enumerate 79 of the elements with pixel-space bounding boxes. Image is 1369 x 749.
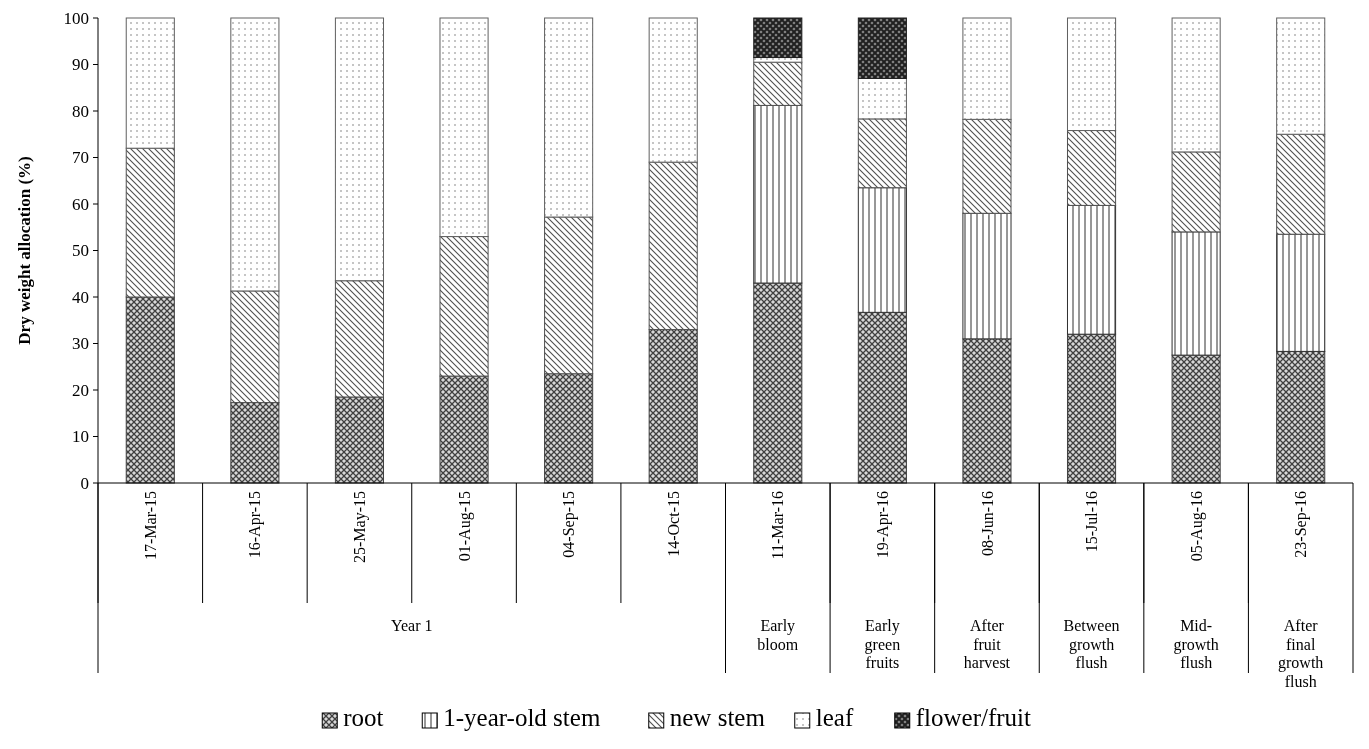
bar	[230, 290, 280, 404]
bar	[1066, 333, 1117, 484]
y-tick-label: 0	[80, 473, 89, 493]
bar	[1276, 233, 1326, 352]
bar	[753, 17, 803, 59]
x-tick-label: 08-Jun-16	[978, 491, 996, 556]
bar	[857, 311, 907, 484]
x-tick-label: 14-Oct-15	[664, 491, 682, 557]
bar	[1171, 231, 1221, 356]
bar	[1066, 204, 1117, 335]
bar	[857, 118, 907, 189]
bar	[334, 17, 385, 282]
text: Mid- growth flush	[1173, 617, 1219, 672]
bar	[1171, 354, 1221, 484]
bar	[648, 161, 698, 331]
bar	[334, 280, 385, 398]
bar	[125, 17, 175, 149]
bar	[648, 329, 698, 484]
x-tick-label: 11-Mar-16	[769, 491, 787, 560]
text: After fruit harvest	[963, 617, 1011, 672]
y-tick-label: 70	[72, 148, 89, 168]
x-tick-label: 25-May-15	[351, 491, 370, 563]
bar	[1066, 17, 1117, 132]
bar	[753, 61, 803, 106]
y-tick-label: 90	[72, 55, 89, 75]
x-tick-label: 23-Sep-16	[1292, 491, 1311, 558]
bar	[857, 187, 907, 313]
y-tick-label: 60	[72, 194, 89, 214]
bar	[857, 77, 907, 120]
bar	[125, 147, 175, 298]
x-tick-label: 16-Apr-15	[246, 491, 265, 559]
x-tick-label: 01-Aug-15	[455, 491, 474, 562]
text: Between growth flush	[1063, 617, 1120, 672]
legend-label: root	[343, 704, 384, 731]
bar	[648, 17, 698, 163]
bar	[857, 17, 907, 79]
y-tick-label: 30	[72, 334, 89, 354]
bar	[439, 236, 489, 377]
y-tick-label: 10	[72, 427, 89, 447]
bar	[753, 282, 803, 484]
y-tick-label: 80	[72, 101, 89, 121]
bar	[753, 104, 803, 284]
bar	[962, 212, 1012, 340]
x-tick-label: 15-Jul-16	[1083, 491, 1101, 553]
bar	[230, 17, 280, 292]
x-tick-label: 17-Mar-15	[141, 491, 159, 560]
y-tick-label: 20	[72, 380, 89, 400]
bar	[125, 296, 175, 484]
bar	[962, 17, 1012, 120]
x-tick-label: 05-Aug-16	[1187, 491, 1206, 562]
bar	[1276, 17, 1326, 135]
text: Early green fruits	[864, 617, 901, 672]
bar	[544, 216, 594, 375]
bar	[230, 402, 280, 484]
bar	[439, 17, 489, 238]
bar	[334, 396, 385, 484]
bar	[1276, 350, 1326, 484]
bar	[1276, 133, 1326, 235]
x-tick-label: 04-Sep-15	[560, 491, 579, 558]
legend-label: leaf	[815, 704, 854, 731]
bar	[544, 17, 594, 218]
bar	[1171, 17, 1221, 153]
legend-label: flower/fruit	[915, 704, 1032, 731]
y-axis-title: Dry weight allocation (%)	[15, 156, 34, 345]
text: Early bloom	[757, 617, 799, 653]
text: After final growth flush	[1278, 617, 1324, 690]
text: Year 1	[391, 617, 433, 635]
y-tick-label: 50	[72, 241, 89, 261]
bar	[1171, 151, 1221, 233]
legend-label: 1-year-old stem	[443, 704, 601, 731]
y-tick-label: 100	[63, 8, 89, 28]
x-tick-label: 19-Apr-16	[873, 491, 892, 559]
bar	[1066, 130, 1117, 206]
bar	[962, 118, 1012, 214]
bar	[544, 373, 594, 484]
legend-label: new stem	[669, 704, 766, 731]
bar	[962, 338, 1012, 484]
bar	[439, 375, 489, 484]
y-tick-label: 40	[72, 287, 89, 307]
